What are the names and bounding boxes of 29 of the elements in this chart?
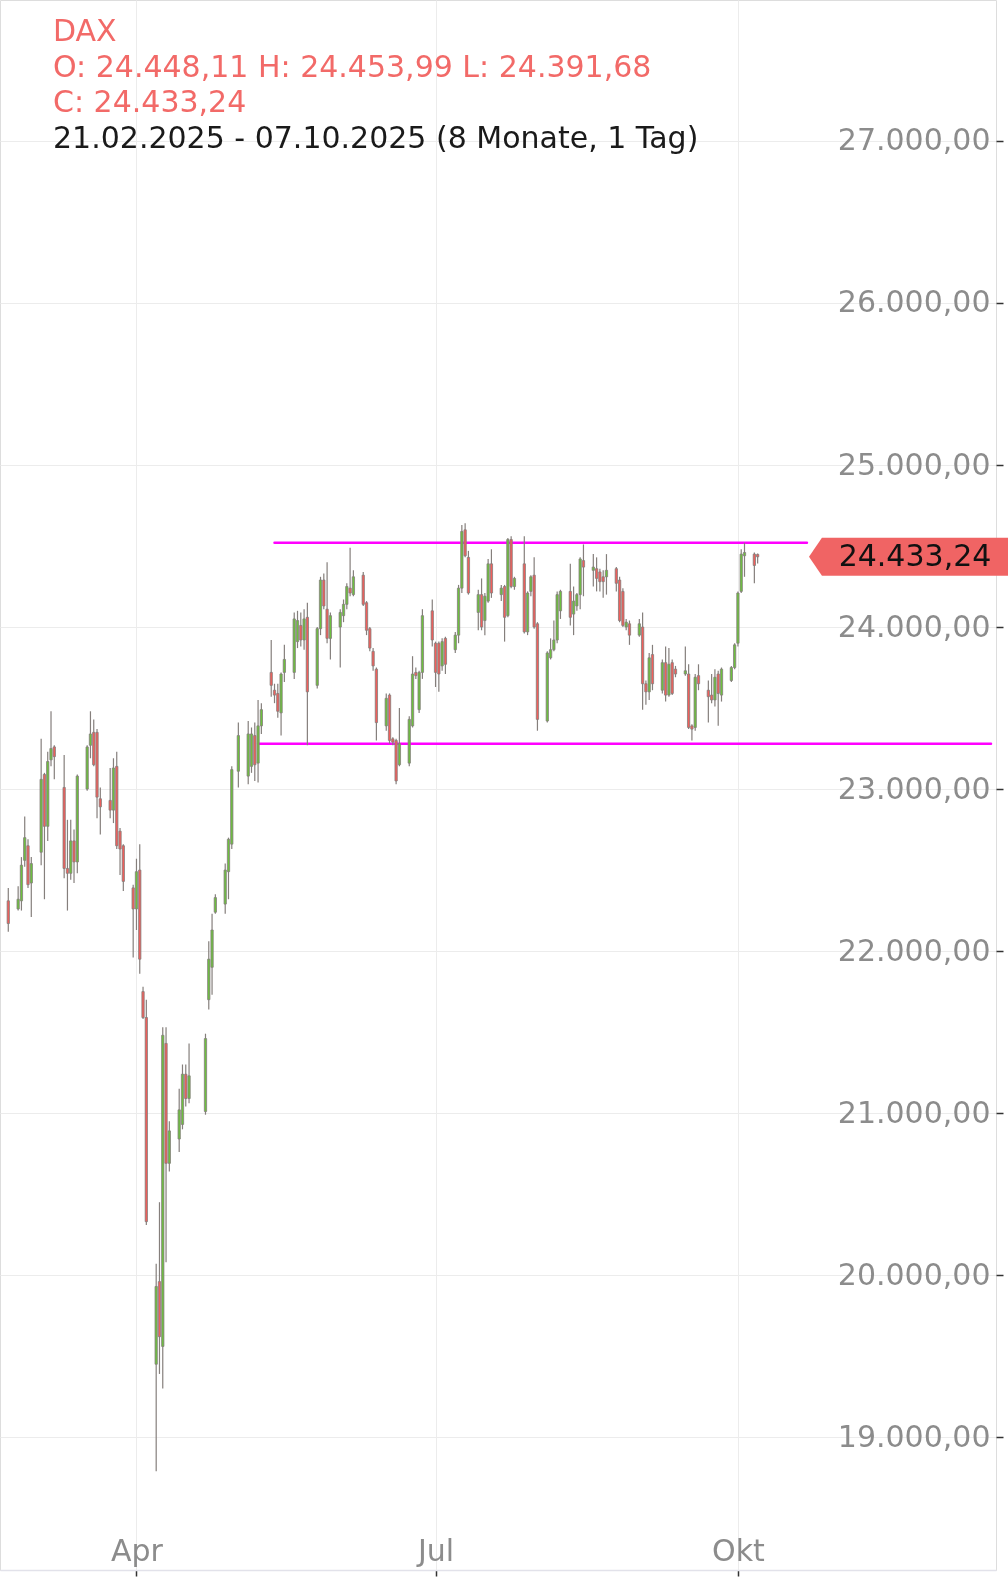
x-tick-label: Apr <box>111 1532 164 1568</box>
chart-title: DAX <box>53 13 117 48</box>
candlestick <box>581 543 585 597</box>
candlestick <box>299 611 303 648</box>
x-tick-label: Okt <box>712 1532 766 1568</box>
y-tick-label: 23.000,00 <box>837 770 991 806</box>
y-tick-label: 19.000,00 <box>837 1418 991 1454</box>
y-tick-label: 27.000,00 <box>837 122 991 158</box>
y-tick-label: 25.000,00 <box>837 446 991 482</box>
candlestick <box>476 589 480 631</box>
candlestick <box>6 887 10 933</box>
text: O: 24.448,11 H: 24.453,99 L: 24.391,68 C: 24.433,24 <box>53 49 652 119</box>
x-tick-label: Jul <box>415 1532 455 1568</box>
y-tick-label: 24.000,00 <box>837 608 991 644</box>
candlestick <box>328 611 332 661</box>
candlestick <box>591 553 595 588</box>
candlestick <box>187 1042 191 1104</box>
candlestick <box>213 893 217 915</box>
annotation: 21.02.2025 - 07.10.2025 (8 Monate, 1 Tag) <box>53 120 699 155</box>
candlestick <box>752 551 756 584</box>
annotation: 24.433,24 <box>838 537 992 573</box>
candlestick <box>716 670 720 727</box>
y-tick-label: 22.000,00 <box>837 932 991 968</box>
y-tick-label: 21.000,00 <box>837 1094 991 1130</box>
y-tick-label: 26.000,00 <box>837 284 991 320</box>
candlestick <box>595 556 599 592</box>
y-tick-label: 20.000,00 <box>837 1256 991 1292</box>
candlestick <box>108 767 112 819</box>
candlestick <box>604 553 609 596</box>
